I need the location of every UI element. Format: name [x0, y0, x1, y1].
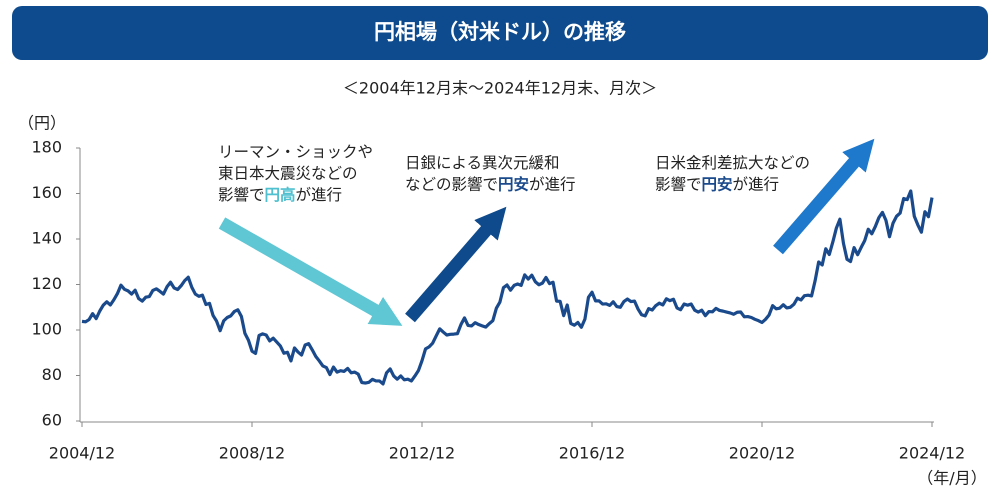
- y-tick-label: 80: [42, 365, 62, 384]
- annotation-part: 日米金利差拡大などの: [655, 154, 810, 172]
- y-unit: （円）: [18, 114, 66, 133]
- y-tick-label: 60: [42, 411, 62, 430]
- annotation: 日銀による異次元緩和: [405, 154, 560, 172]
- x-unit: （年/月）: [917, 469, 986, 488]
- x-tick-label: 2016/12: [559, 444, 625, 463]
- x-tick-label: 2004/12: [49, 444, 115, 463]
- annotation-part: が進行: [733, 175, 780, 193]
- annotation-part: 影響で: [218, 186, 265, 204]
- y-tick-label: 120: [31, 274, 62, 293]
- title-bar: [12, 6, 988, 60]
- annotation-part: が進行: [296, 186, 343, 204]
- annotation-part: などの影響で: [405, 175, 498, 193]
- annotation-part: 円高: [265, 185, 296, 204]
- arrow-yen-weak: [405, 206, 507, 323]
- arrow-yen-strong: [218, 217, 403, 326]
- annotation-part: リーマン・ショックや: [218, 143, 373, 161]
- x-tick-label: 2024/12: [899, 444, 965, 463]
- annotation: 影響で円高が進行: [218, 185, 342, 204]
- x-tick-label: 2012/12: [389, 444, 455, 463]
- annotation: 影響で円安が進行: [655, 174, 779, 193]
- subtitle: ＜2004年12月末～2024年12月末、月次＞: [343, 79, 657, 98]
- annotation-part: 日銀による異次元緩和: [405, 154, 560, 172]
- annotation: などの影響で円安が進行: [405, 174, 576, 193]
- annotation-part: 円安: [702, 174, 733, 193]
- annotation-part: 東日本大震災などの: [218, 164, 358, 182]
- annotation: 東日本大震災などの: [218, 164, 358, 182]
- annotation-part: が進行: [529, 175, 576, 193]
- chart-title: 円相場（対米ドル）の推移: [374, 20, 626, 44]
- x-tick-label: 2008/12: [219, 444, 285, 463]
- annotation-part: 円安: [498, 174, 529, 193]
- annotation-part: 影響で: [655, 175, 702, 193]
- price-line: [81, 189, 934, 386]
- y-tick-label: 140: [31, 229, 62, 248]
- y-tick-label: 180: [31, 138, 62, 157]
- y-tick-label: 100: [31, 320, 62, 339]
- y-tick-label: 160: [31, 183, 62, 202]
- annotation: リーマン・ショックや: [218, 143, 373, 161]
- x-tick-label: 2020/12: [729, 444, 795, 463]
- annotation: 日米金利差拡大などの: [655, 154, 810, 172]
- arrow-yen-weak: [773, 138, 875, 255]
